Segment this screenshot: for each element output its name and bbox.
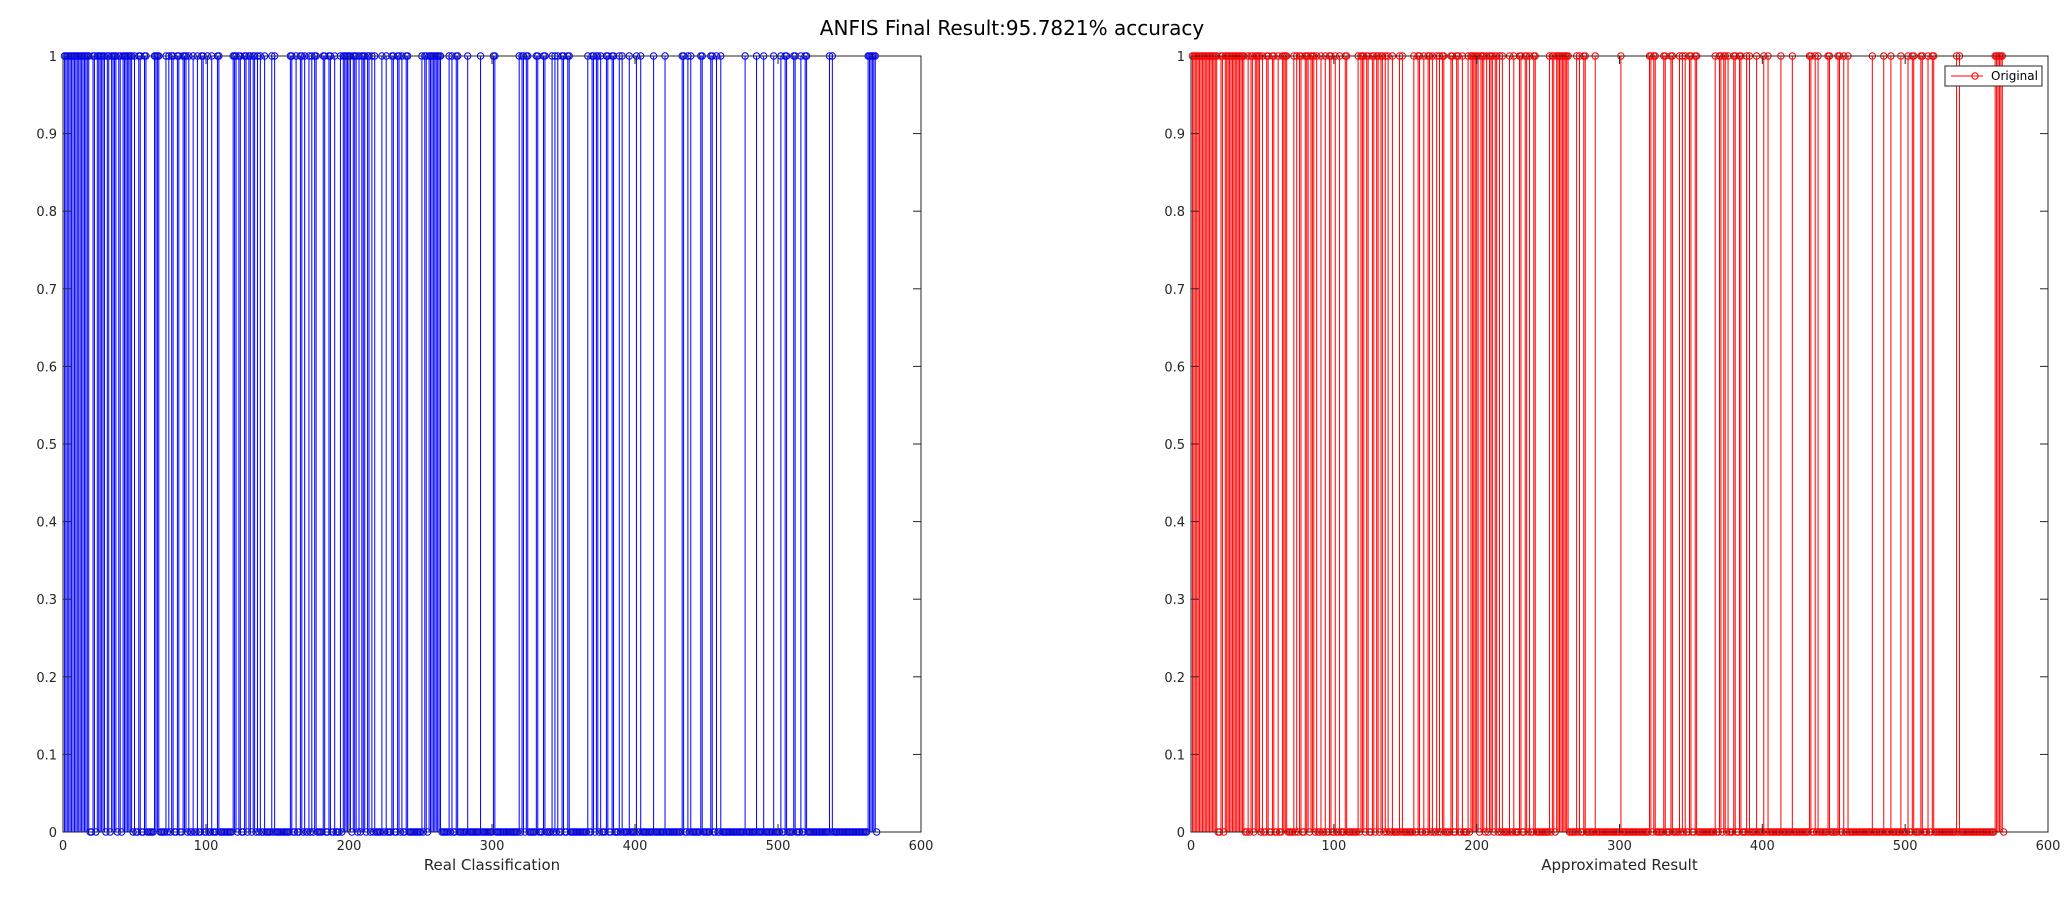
real-y-tick-label: 0 [49,826,57,841]
approx-x-tick-label: 300 [1607,839,1632,854]
approx-x-tick-label: 0 [1187,839,1195,854]
approx-y-tick-label: 1 [1177,50,1185,65]
approx-y-tick-label: 0 [1177,826,1185,841]
real-x-axis-label: Real Classification [424,856,560,874]
real-x-tick-label: 0 [59,839,67,854]
approx-x-tick-label: 400 [1750,839,1775,854]
real-y-tick-label: 0.3 [36,593,57,608]
approx-x-tick-label: 200 [1464,839,1489,854]
legend-box [1944,65,2043,87]
approx-x-tick-label: 600 [2036,839,2061,854]
right-axes-approximated-result: 0 100 200 300 400 500 600 0 0.1 0.2 0.3 0.4 0.5 0.6 0.… [1164,50,2060,874]
real-y-tick-label: 0.1 [36,748,57,763]
real-x-tick-label: 100 [194,839,219,854]
approx-x-tick-label: 500 [1893,839,1918,854]
approx-y-tick-label: 0.8 [1164,205,1185,220]
legend-entry-label: Original [1991,69,2038,83]
real-y-tick-label: 0.5 [36,438,57,453]
real-y-tick-label: 0.9 [36,128,57,143]
approx-legend: Original [1944,65,2043,87]
real-y-tick-label: 0.4 [36,516,57,531]
legend-marker-sample [1971,72,1979,80]
real-y-tick-label: 0.8 [36,205,57,220]
figure-title: ANFIS Final Result:95.7821% accuracy [820,16,1205,40]
real-x-tick-label: 400 [623,839,648,854]
approx-x-axis-label: Approximated Result [1541,856,1698,874]
approx-stems [1191,56,2003,832]
real-stems [63,56,876,832]
approx-y-tick-label: 0.6 [1164,360,1185,375]
real-y-tick-label: 1 [49,50,57,65]
real-y-tick-label: 0.2 [36,671,57,686]
approx-y-tick-label: 0.7 [1164,283,1185,298]
real-y-tick-label: 0.6 [36,360,57,375]
real-x-tick-label: 500 [766,839,791,854]
real-y-tick-label: 0.7 [36,283,57,298]
approx-y-tick-label: 0.9 [1164,128,1185,143]
approx-y-tick-label: 0.2 [1164,671,1185,686]
real-x-tick-label: 300 [480,839,505,854]
approx-y-tick-label: 0.4 [1164,516,1185,531]
approx-y-tick-label: 0.5 [1164,438,1185,453]
approx-y-tick-label: 0.3 [1164,593,1185,608]
real-x-tick-label: 200 [337,839,362,854]
approx-x-tick-label: 100 [1321,839,1346,854]
approx-y-tick-label: 0.1 [1164,748,1185,763]
real-x-tick-label: 600 [909,839,934,854]
left-axes-real-classification: 0 100 200 300 400 500 600 0 0.1 0.2 0.3 0.4 0.5 0.6 0.… [36,50,933,874]
